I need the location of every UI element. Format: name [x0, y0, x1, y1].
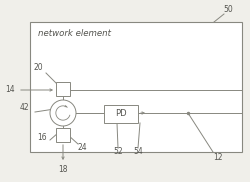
Text: 52: 52 [113, 147, 123, 157]
Circle shape [50, 100, 76, 126]
Text: 16: 16 [37, 132, 47, 141]
Text: 54: 54 [133, 147, 143, 157]
Text: PD: PD [115, 110, 127, 118]
Text: 24: 24 [77, 143, 87, 151]
Text: network element: network element [38, 29, 111, 38]
Bar [104, 105, 138, 123]
Text: 12: 12 [213, 153, 223, 163]
Text: 50: 50 [223, 5, 233, 15]
Bar [30, 22, 242, 152]
Text: 18: 18 [58, 165, 68, 175]
Text: 20: 20 [33, 62, 43, 72]
Text: 14: 14 [5, 86, 15, 94]
Text: 42: 42 [19, 104, 29, 112]
Bar [56, 128, 70, 142]
Bar [56, 82, 70, 96]
